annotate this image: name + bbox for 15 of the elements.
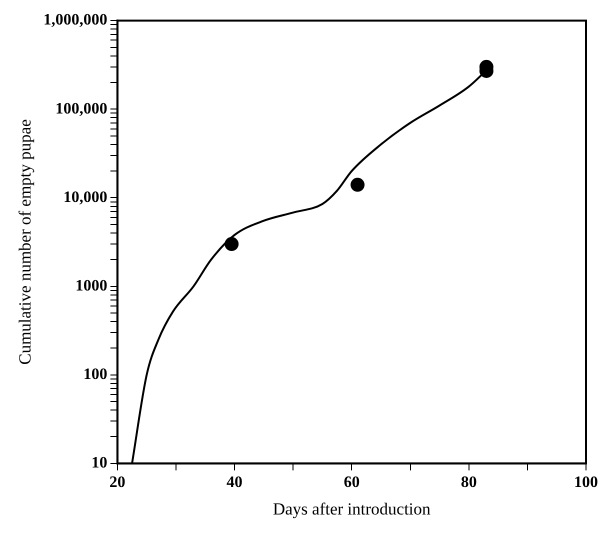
y-tick-label: 1000 — [75, 277, 108, 294]
y-axis-title: Cumulative number of empty pupae — [16, 119, 35, 365]
x-tick-label: 20 — [109, 474, 126, 492]
y-tick-label: 1,000,000 — [43, 12, 108, 29]
point — [350, 178, 365, 192]
y-tick-label: 100 — [83, 366, 108, 383]
x-tick-label: 100 — [574, 474, 598, 492]
y-tick-label: 100,000 — [55, 100, 108, 118]
x-tick-label: 80 — [460, 474, 477, 492]
x-tick-label: 60 — [344, 474, 360, 492]
x-axis-title: Days after introduction — [272, 499, 432, 518]
y-tick-label: 10,000 — [63, 188, 108, 206]
x-tick-label: 40 — [226, 474, 243, 492]
point — [224, 237, 239, 252]
y-tick-label: 10 — [91, 454, 108, 472]
